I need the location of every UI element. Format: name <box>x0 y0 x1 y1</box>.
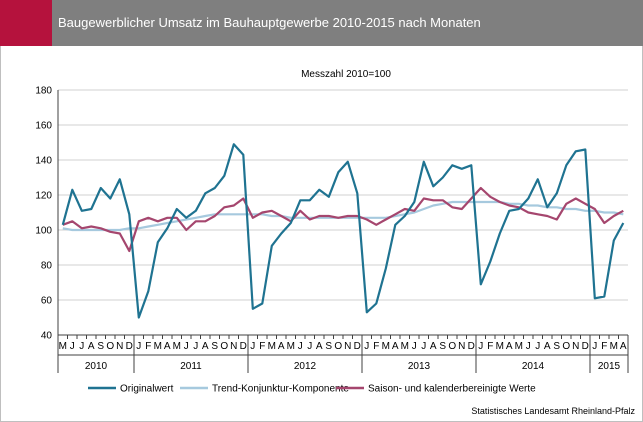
x-tick-label: J <box>193 341 198 352</box>
x-tick-label: A <box>430 341 437 352</box>
chart-title: Baugewerblicher Umsatz im Bauhauptgewerb… <box>58 15 481 30</box>
x-tick-label: A <box>392 341 399 352</box>
x-tick-label: F <box>145 341 151 352</box>
year-label: 2012 <box>294 361 317 372</box>
x-tick-label: A <box>620 341 627 352</box>
x-tick-label: M <box>154 341 162 352</box>
x-tick-label: D <box>126 341 133 352</box>
x-tick-label: D <box>582 341 589 352</box>
year-label: 2013 <box>408 361 431 372</box>
y-tick-label: 60 <box>41 296 53 307</box>
x-tick-label: M <box>287 341 295 352</box>
x-tick-label: J <box>307 341 312 352</box>
x-tick-label: J <box>250 341 255 352</box>
x-tick-label: F <box>259 341 265 352</box>
x-tick-label: N <box>458 341 465 352</box>
x-tick-label: O <box>448 341 456 352</box>
x-tick-label: M <box>401 341 409 352</box>
year-label: 2015 <box>598 361 621 372</box>
x-tick-label: A <box>88 341 95 352</box>
legend-label: Originalwert <box>120 384 174 395</box>
x-tick-label: S <box>97 341 104 352</box>
year-label: 2011 <box>180 361 202 372</box>
x-tick-label: F <box>487 341 493 352</box>
chart-subtitle: Messzahl 2010=100 <box>301 69 391 80</box>
x-tick-label: N <box>230 341 237 352</box>
x-tick-label: A <box>316 341 323 352</box>
x-tick-label: A <box>506 341 513 352</box>
x-tick-label: M <box>173 341 181 352</box>
series-line-originalwert <box>61 143 625 319</box>
x-tick-label: M <box>610 341 618 352</box>
x-tick-label: J <box>592 341 597 352</box>
x-tick-label: J <box>136 341 141 352</box>
y-tick-label: 80 <box>41 261 53 272</box>
x-tick-label: J <box>421 341 426 352</box>
header-bar <box>0 0 643 46</box>
x-tick-label: M <box>59 341 67 352</box>
x-tick-label: O <box>334 341 342 352</box>
x-tick-label: A <box>278 341 285 352</box>
x-tick-label: F <box>601 341 607 352</box>
y-tick-label: 120 <box>35 191 52 202</box>
x-tick-label: D <box>468 341 475 352</box>
x-tick-label: S <box>211 341 218 352</box>
x-tick-label: N <box>572 341 579 352</box>
x-tick-label: O <box>220 341 228 352</box>
x-tick-label: N <box>116 341 123 352</box>
x-tick-label: F <box>373 341 379 352</box>
x-tick-label: S <box>325 341 332 352</box>
x-tick-label: M <box>515 341 523 352</box>
x-tick-label: A <box>544 341 551 352</box>
x-tick-label: N <box>344 341 351 352</box>
legend-label: Trend-Konjunktur-Komponente <box>212 384 349 395</box>
series-line-saison-und-kalenderbereinigte-werte <box>62 186 624 253</box>
legend-label: Saison- und kalenderbereinigte Werte <box>368 384 536 395</box>
x-tick-label: J <box>412 341 417 352</box>
x-tick-label: J <box>478 341 483 352</box>
x-tick-label: J <box>70 341 75 352</box>
x-tick-label: J <box>526 341 531 352</box>
y-tick-label: 140 <box>35 156 52 167</box>
x-tick-label: D <box>354 341 361 352</box>
y-tick-label: 100 <box>35 226 52 237</box>
y-tick-label: 160 <box>35 121 52 132</box>
x-tick-label: A <box>164 341 171 352</box>
x-tick-label: O <box>562 341 570 352</box>
y-tick-label: 40 <box>41 331 53 342</box>
x-tick-label: O <box>106 341 114 352</box>
x-tick-label: A <box>202 341 209 352</box>
x-tick-label: S <box>439 341 446 352</box>
x-tick-label: J <box>298 341 303 352</box>
year-label: 2010 <box>85 361 108 372</box>
x-tick-label: D <box>240 341 247 352</box>
x-tick-label: M <box>382 341 390 352</box>
x-tick-label: M <box>496 341 504 352</box>
x-tick-label: M <box>268 341 276 352</box>
x-tick-label: J <box>535 341 540 352</box>
y-tick-label: 180 <box>35 86 52 97</box>
source-note: Statistisches Landesamt Rheinland-Pfalz <box>471 406 635 416</box>
header-accent <box>0 0 52 46</box>
x-tick-label: J <box>364 341 369 352</box>
x-tick-label: J <box>79 341 84 352</box>
year-label: 2014 <box>522 361 545 372</box>
x-tick-label: J <box>184 341 189 352</box>
x-tick-label: S <box>553 341 560 352</box>
